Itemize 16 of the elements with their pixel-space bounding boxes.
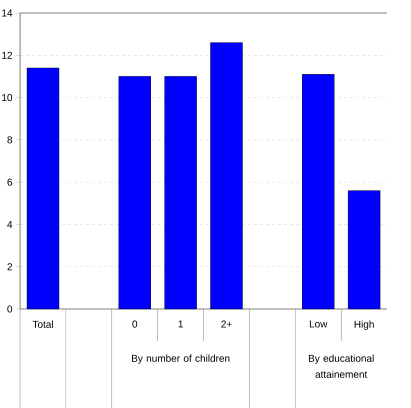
- y-tick-label: 14: [2, 10, 12, 16]
- text: By educational attainement: [308, 354, 374, 378]
- y-tick-label: 10: [2, 94, 12, 102]
- text: By number of children: [132, 354, 230, 364]
- x-tick-label: 2+: [221, 320, 232, 328]
- y-tick-label: 2: [7, 263, 12, 270]
- x-tick-label: 0: [132, 320, 138, 328]
- x-tick-label: Total: [32, 320, 53, 328]
- x-tick-label: Low: [310, 320, 328, 328]
- x-tick-label: 1: [178, 320, 183, 328]
- x-tick-label: High: [354, 320, 374, 330]
- y-tick-label: 6: [7, 178, 12, 186]
- y-tick-label: 4: [7, 220, 12, 228]
- y-tick-label: 8: [7, 136, 12, 144]
- y-tick-label: 0: [7, 305, 12, 313]
- y-tick-label: 12: [2, 52, 12, 59]
